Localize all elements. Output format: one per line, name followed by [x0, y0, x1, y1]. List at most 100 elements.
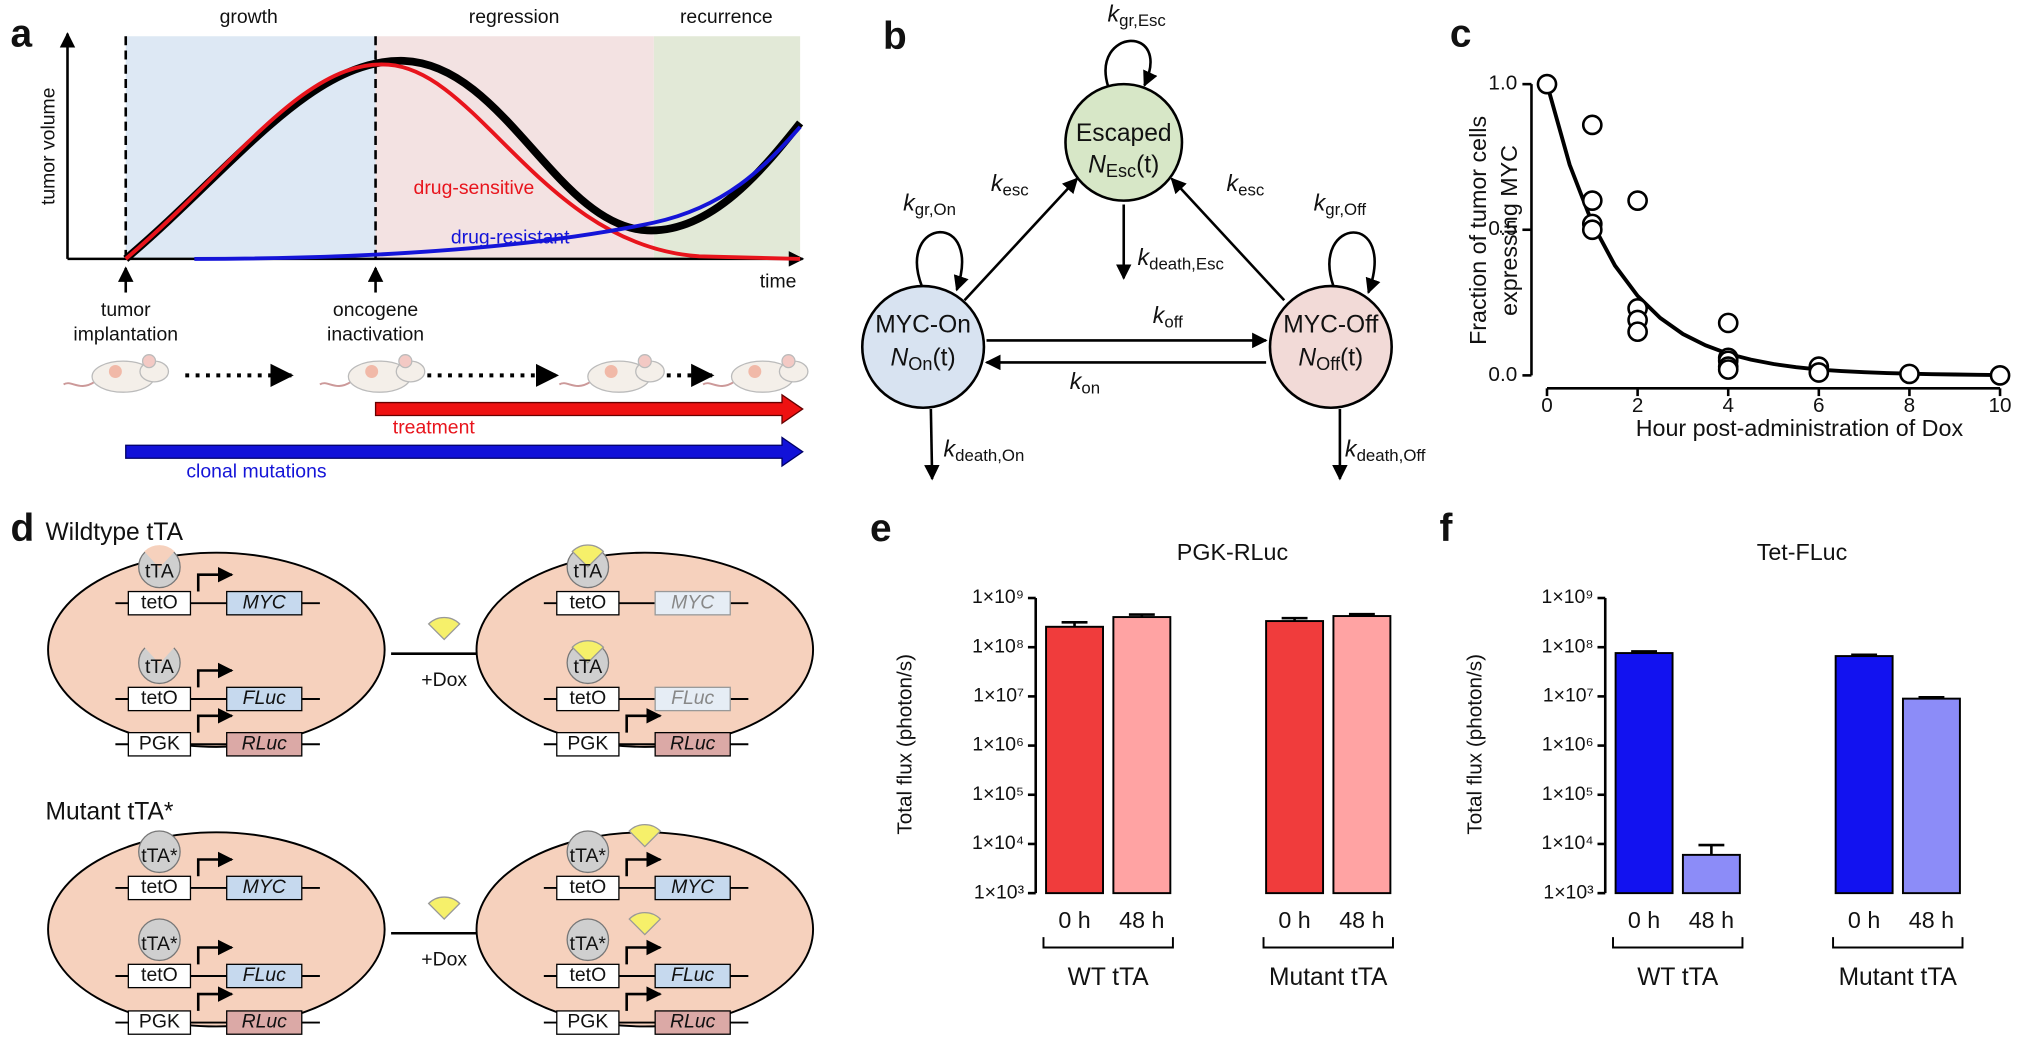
total-curve [123, 56, 804, 262]
tf-label: tTA* [570, 845, 607, 867]
data-point [1536, 73, 1558, 95]
gene-label: FLuc [243, 687, 286, 709]
binding-pocket [144, 640, 175, 664]
gene-box [226, 1010, 303, 1035]
rate-label-part: off [1164, 313, 1183, 332]
bar [1901, 697, 1961, 895]
tf-label: tTA [573, 656, 602, 678]
dox-label: +Dox [421, 669, 467, 691]
treatment-bar [374, 393, 804, 425]
node-population-part: (t) [1136, 151, 1159, 178]
mouse-icon [702, 354, 809, 393]
sensitive-curve [124, 62, 801, 261]
data-point [1581, 114, 1603, 136]
y-tick-label: 1×10⁸ [972, 635, 1024, 657]
dox-molecule [427, 616, 461, 641]
death-arrow [924, 409, 940, 481]
tf-label: tTA* [141, 845, 178, 867]
tf-label: tTA [145, 560, 174, 582]
panel-letter: c [1450, 12, 1472, 55]
x-tick-label: 48 h [1689, 907, 1734, 933]
group-label: Mutant tTA [1269, 964, 1388, 991]
bar [1614, 652, 1674, 895]
rate-label-part: k [1226, 170, 1239, 196]
y-tick-label: 1×10⁹ [972, 586, 1024, 608]
y-tick-label: 1×10⁹ [1542, 586, 1594, 608]
state-node [1268, 284, 1393, 410]
gene-label: MYC [243, 876, 287, 898]
promoter-box [127, 686, 192, 712]
x-tick-label: 0 h [1848, 907, 1880, 933]
x-axis-label: time [760, 270, 797, 292]
transcription-factor [138, 830, 181, 874]
event-label: oncogene [333, 299, 418, 321]
rate-label-part: death,Esc [1149, 255, 1224, 274]
rate-label-part: k [1314, 190, 1327, 216]
mouse-icon [558, 354, 665, 393]
promoter-label: tetO [570, 964, 607, 986]
panel-letter: f [1440, 507, 1453, 550]
promoter-label: tetO [141, 876, 178, 898]
x-tick-label: 8 [1904, 394, 1916, 417]
bar [1112, 616, 1172, 895]
gene-label: MYC [671, 876, 715, 898]
node-population-part: N [891, 344, 909, 371]
y-tick-label: 0.5 [1488, 217, 1517, 240]
mouse-tumor [365, 365, 379, 378]
promoter-label: PGK [567, 732, 608, 754]
transcription-arrow [196, 566, 234, 592]
group-bracket [1262, 937, 1394, 949]
y-tick-label: 0.0 [1488, 363, 1517, 386]
panel-b: b Escaped MYC-On MYC-Off [860, 15, 1393, 481]
gene-box [226, 963, 303, 989]
data-point [1717, 312, 1739, 334]
mouse-tail [558, 381, 591, 387]
transcription-arrow [196, 851, 234, 877]
bar-label: clonal mutations [186, 461, 326, 483]
panel-a: a growth regression recurrence tumor vol… [11, 6, 805, 483]
promoter-box [556, 731, 620, 757]
x-tick-label: 0 [1541, 394, 1553, 417]
gene-label: RLuc [242, 732, 288, 754]
dox-molecule [628, 912, 662, 936]
cell-body [47, 551, 386, 748]
mouse-icon [319, 354, 426, 393]
y-tick-label: 1×10⁵ [1542, 783, 1594, 805]
mouse-tumor [108, 365, 122, 378]
x-tick-label: 48 h [1119, 907, 1164, 933]
transcription-arrow [625, 986, 662, 1011]
self-loop [1328, 231, 1381, 294]
error-bar [1851, 653, 1878, 657]
promoter-box [127, 1010, 192, 1035]
rate-label: kgr,On [903, 190, 956, 220]
dox-label: +Dox [421, 949, 467, 971]
dox-molecule [427, 896, 461, 920]
gene-label: FLuc [671, 687, 714, 709]
node-name: MYC-Off [1283, 312, 1378, 339]
node-population-part: Off [1316, 354, 1341, 374]
error-bar [1128, 613, 1155, 618]
group-label: Mutant tTA [1839, 964, 1958, 991]
rate-label-part: gr,Off [1325, 200, 1366, 219]
promoter-box [127, 731, 192, 757]
bar [1265, 620, 1325, 895]
gene-box [654, 963, 731, 989]
transcription-arrow [196, 986, 234, 1011]
bar-label: treatment [393, 417, 476, 439]
node-population: NEsc(t) [1088, 151, 1159, 181]
curve-label: drug-resistant [451, 226, 570, 248]
rate-label-part: death,Off [1357, 446, 1426, 465]
dox-molecule [571, 640, 605, 664]
rate-label: kdeath,On [944, 436, 1025, 466]
promoter-box [556, 686, 620, 712]
group-bracket [1042, 937, 1174, 949]
gene-box [226, 590, 303, 616]
data-point [1581, 190, 1603, 211]
transcription-arrow [196, 708, 234, 733]
self-loop [915, 230, 969, 292]
gene-label: MYC [671, 591, 715, 613]
x-tick-label: 0 h [1278, 907, 1310, 933]
bar [1834, 655, 1894, 895]
error-bar [1698, 843, 1725, 855]
y-axis-label: Total flux (photon/s) [1463, 654, 1486, 835]
